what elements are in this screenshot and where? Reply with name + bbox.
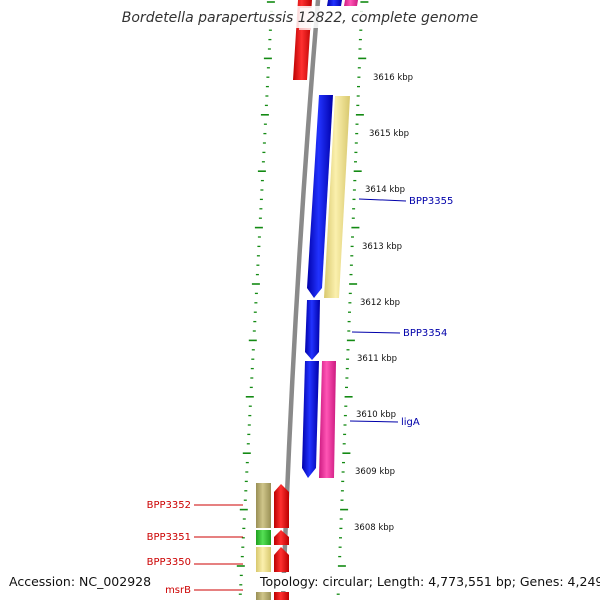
gene-khaki-bpp3350 <box>256 547 271 572</box>
kbp-label: 3609 kbp <box>355 467 395 477</box>
gene-red-bpp3350 <box>274 547 289 572</box>
footer-backdrop-right <box>256 573 594 591</box>
kbp-label: 3615 kbp <box>369 129 409 139</box>
topology-text: Topology: circular; Length: 4,773,551 bp… <box>259 574 600 589</box>
kbp-label: 3612 kbp <box>360 298 400 308</box>
gene-blue-bpp3355 <box>307 95 333 298</box>
gene-label-bpp3352[interactable]: BPP3352 <box>147 500 191 511</box>
leader-line <box>358 198 407 202</box>
gene-red-msrb <box>274 592 289 600</box>
gene-pink-top <box>344 0 358 6</box>
leader-line <box>351 331 401 334</box>
gene-red-bpp3352 <box>274 484 289 528</box>
gene-label-bpp3354[interactable]: BPP3354 <box>403 328 447 339</box>
title-backdrop <box>120 6 480 28</box>
gene-olive-msrb <box>256 592 271 600</box>
gene-label-msrb[interactable]: msrB <box>165 585 191 596</box>
gene-green-bpp3351 <box>256 530 271 545</box>
gene-features <box>256 0 358 600</box>
footer-backdrop-left <box>6 573 148 591</box>
tick-marks-left <box>236 1 275 595</box>
gene-label-bpp3350[interactable]: BPP3350 <box>147 557 191 568</box>
kbp-label: 3616 kbp <box>373 73 413 83</box>
accession-text: Accession: NC_002928 <box>9 574 151 589</box>
gene-olive-bpp3352 <box>256 483 271 528</box>
kbp-label: 3611 kbp <box>357 354 397 364</box>
tick-marks-right <box>336 1 369 595</box>
gene-blue-liga <box>302 361 319 478</box>
gene-blue-top <box>327 0 342 6</box>
gene-pink-liga <box>319 361 336 478</box>
genome-title: Bordetella parapertussis 12822, complete… <box>122 10 478 26</box>
kbp-label: 3613 kbp <box>362 242 402 252</box>
kbp-label: 3610 kbp <box>356 410 396 420</box>
gene-red-bpp3351 <box>274 530 289 545</box>
leader-line <box>349 420 399 423</box>
gene-khaki-bpp3355 <box>324 96 350 298</box>
left-gene-labels: BPP3352 BPP3351 BPP3350 msrB <box>147 500 243 596</box>
gene-label-bpp3355[interactable]: BPP3355 <box>409 196 453 207</box>
kbp-label: 3614 kbp <box>365 185 405 195</box>
gene-label-bpp3351[interactable]: BPP3351 <box>147 532 191 543</box>
right-gene-labels: BPP3355 BPP3354 ligA <box>349 196 453 428</box>
gene-blue-bpp3354 <box>305 300 320 360</box>
kbp-label: 3608 kbp <box>354 523 394 533</box>
kbp-scale: 3616 kbp 3615 kbp 3614 kbp 3613 kbp 3612… <box>354 73 413 533</box>
gene-label-liga[interactable]: ligA <box>401 417 420 428</box>
